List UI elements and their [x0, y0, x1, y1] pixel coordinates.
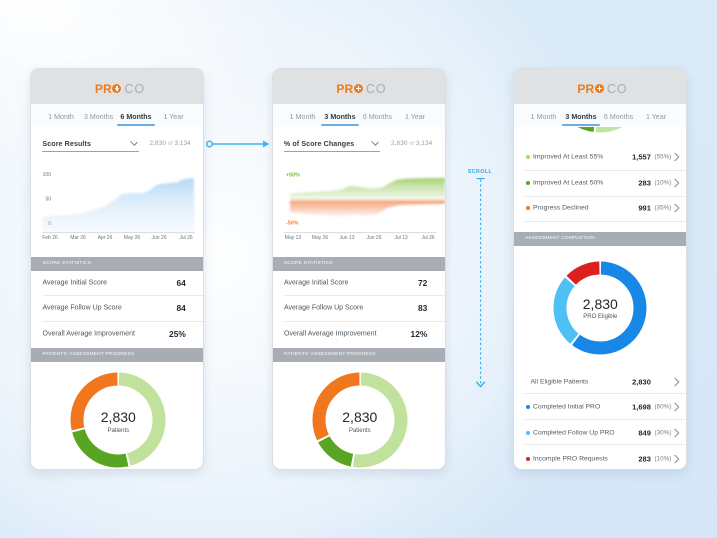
- svg-text:Feb 26: Feb 26: [42, 235, 58, 241]
- svg-text:+50%: +50%: [286, 173, 300, 179]
- svg-text:Jul 13: Jul 13: [394, 235, 408, 241]
- svg-text:50: 50: [45, 197, 51, 203]
- svg-text:Jun 13: Jun 13: [339, 235, 354, 241]
- svg-text:SCROLL: SCROLL: [468, 169, 493, 175]
- svg-text:May 26: May 26: [311, 235, 328, 241]
- svg-text:Jul 26: Jul 26: [179, 235, 193, 241]
- svg-text:May 13: May 13: [284, 235, 301, 241]
- svg-text:-50%: -50%: [286, 221, 299, 227]
- svg-text:Jul 26: Jul 26: [421, 235, 435, 241]
- svg-text:Apr 26: Apr 26: [98, 235, 113, 241]
- svg-text:May 26: May 26: [124, 235, 141, 241]
- svg-text:Mar 26: Mar 26: [70, 235, 86, 241]
- svg-text:Jun 26: Jun 26: [151, 235, 166, 241]
- svg-text:Jun 26: Jun 26: [366, 235, 381, 241]
- svg-text:100: 100: [43, 172, 52, 178]
